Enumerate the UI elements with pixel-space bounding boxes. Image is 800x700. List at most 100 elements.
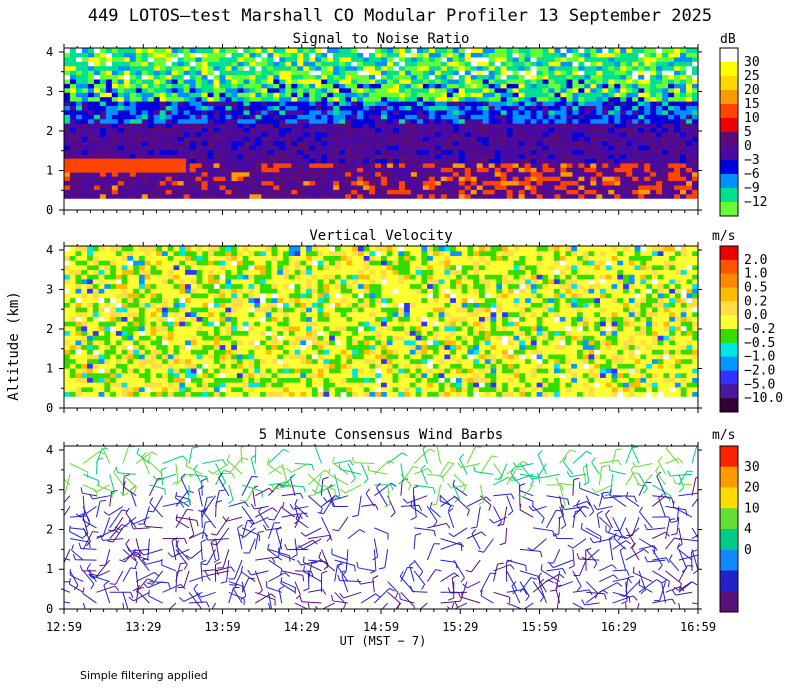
snr-cell	[410, 149, 418, 155]
snr-cell	[692, 180, 698, 186]
snr-cell	[572, 193, 579, 199]
velocity-cell	[600, 344, 607, 350]
snr-cell	[464, 105, 472, 111]
snr-cell	[165, 184, 173, 190]
snr-cell	[404, 145, 412, 151]
snr-cell	[75, 153, 83, 160]
colorbar-label: 10	[744, 111, 760, 126]
snr-cell	[309, 189, 316, 195]
velocity-panel-title: Vertical Velocity	[309, 228, 452, 244]
snr-cell	[470, 158, 478, 164]
velocity-cell	[225, 386, 232, 393]
velocity-cell	[121, 372, 128, 378]
snr-cell	[291, 123, 298, 129]
snr-cell	[434, 118, 442, 124]
snr-cell	[357, 145, 364, 151]
snr-cell	[644, 92, 651, 98]
snr-cell	[584, 189, 591, 195]
velocity-cell	[582, 344, 590, 350]
velocity-cell	[588, 377, 595, 383]
snr-cell	[662, 96, 669, 102]
velocity-cell	[317, 377, 324, 383]
snr-cell	[171, 96, 179, 102]
snr-cell	[458, 109, 466, 115]
snr-cell	[590, 180, 597, 186]
velocity-cell	[167, 339, 175, 346]
snr-cell	[440, 109, 448, 115]
snr-cell	[279, 114, 286, 120]
snr-cell	[183, 105, 191, 111]
snr-cell	[680, 48, 687, 54]
snr-cell	[309, 180, 316, 186]
snr-cell	[195, 180, 203, 186]
velocity-cell	[461, 386, 469, 393]
snr-cell	[404, 118, 412, 124]
snr-cell	[506, 52, 514, 58]
snr-cell	[381, 131, 388, 137]
snr-cell	[530, 145, 538, 151]
snr-cell	[644, 131, 651, 137]
snr-cell	[620, 184, 627, 190]
snr-cell	[578, 145, 585, 151]
snr-cell	[153, 140, 161, 146]
snr-cell	[674, 52, 681, 58]
snr-cell	[590, 92, 597, 98]
snr-cell	[267, 105, 274, 111]
snr-cell	[398, 180, 406, 186]
snr-cell	[404, 87, 412, 93]
snr-cell	[147, 65, 155, 71]
snr-cell	[207, 167, 215, 173]
velocity-cell	[680, 363, 688, 369]
snr-cell	[321, 78, 328, 84]
velocity-cell	[628, 372, 636, 378]
velocity-cell	[323, 377, 330, 383]
snr-cell	[662, 127, 669, 133]
snr-cell	[500, 136, 508, 142]
velocity-cell	[190, 382, 198, 388]
snr-cell	[422, 158, 430, 164]
velocity-cell	[156, 344, 163, 350]
snr-cell	[141, 140, 149, 146]
snr-cell	[596, 123, 603, 129]
snr-cell	[542, 105, 550, 111]
colorbar-label: −6	[744, 167, 760, 182]
snr-cell	[620, 96, 627, 102]
velocity-cell	[259, 344, 267, 350]
snr-cell	[428, 56, 436, 62]
snr-cell	[381, 176, 388, 182]
snr-cell	[398, 70, 406, 76]
velocity-cell	[530, 372, 538, 378]
snr-cell	[608, 145, 615, 151]
snr-cell	[452, 193, 460, 199]
snr-cell	[410, 127, 418, 133]
snr-cell	[512, 114, 520, 120]
snr-cell	[662, 193, 669, 199]
snr-cell	[309, 153, 316, 160]
snr-cell	[578, 171, 585, 177]
velocity-cell	[75, 349, 82, 355]
snr-cell	[315, 48, 322, 54]
snr-cell	[476, 118, 484, 124]
snr-cell	[105, 127, 113, 133]
snr-cell	[333, 167, 340, 173]
snr-cell	[518, 74, 526, 80]
snr-cell	[351, 92, 358, 98]
velocity-cell	[179, 377, 186, 383]
snr-cell	[219, 114, 227, 120]
snr-cell	[422, 87, 430, 93]
snr-cell	[297, 136, 304, 142]
snr-cell	[303, 109, 310, 115]
snr-cell	[267, 193, 274, 199]
snr-cell	[327, 176, 334, 182]
snr-cell	[488, 48, 496, 54]
velocity-cell	[455, 358, 463, 364]
snr-cell	[249, 78, 256, 84]
snr-cell	[602, 87, 609, 93]
velocity-cell	[450, 358, 457, 364]
snr-cell	[369, 127, 376, 133]
snr-cell	[530, 70, 538, 76]
snr-cell	[656, 136, 663, 142]
snr-cell	[159, 83, 167, 89]
snr-cell	[213, 193, 221, 199]
snr-cell	[518, 92, 526, 98]
